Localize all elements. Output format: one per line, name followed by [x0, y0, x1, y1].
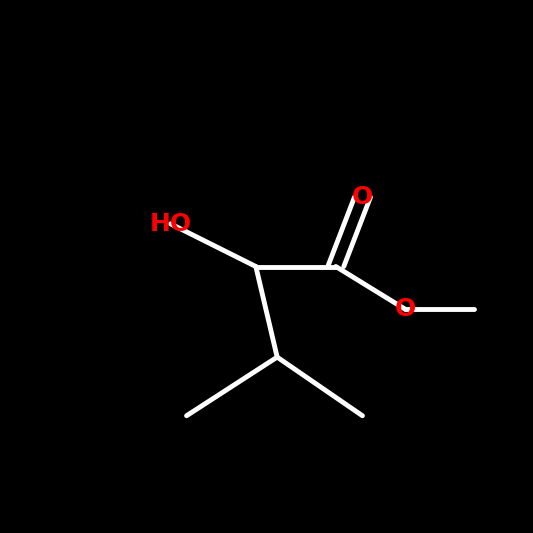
Text: O: O — [394, 297, 416, 321]
Text: HO: HO — [149, 212, 192, 236]
Text: O: O — [352, 185, 373, 209]
